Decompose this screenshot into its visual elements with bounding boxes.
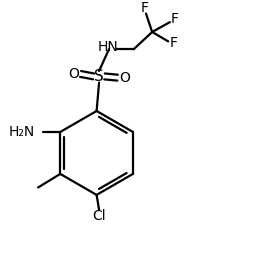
Text: F: F bbox=[171, 12, 179, 26]
Text: HN: HN bbox=[97, 40, 118, 54]
Text: F: F bbox=[169, 36, 178, 50]
Text: H₂N: H₂N bbox=[9, 125, 35, 139]
Text: S: S bbox=[94, 69, 104, 84]
Text: Cl: Cl bbox=[92, 209, 106, 223]
Text: O: O bbox=[119, 71, 130, 85]
Text: O: O bbox=[68, 67, 79, 81]
Text: F: F bbox=[141, 1, 149, 15]
